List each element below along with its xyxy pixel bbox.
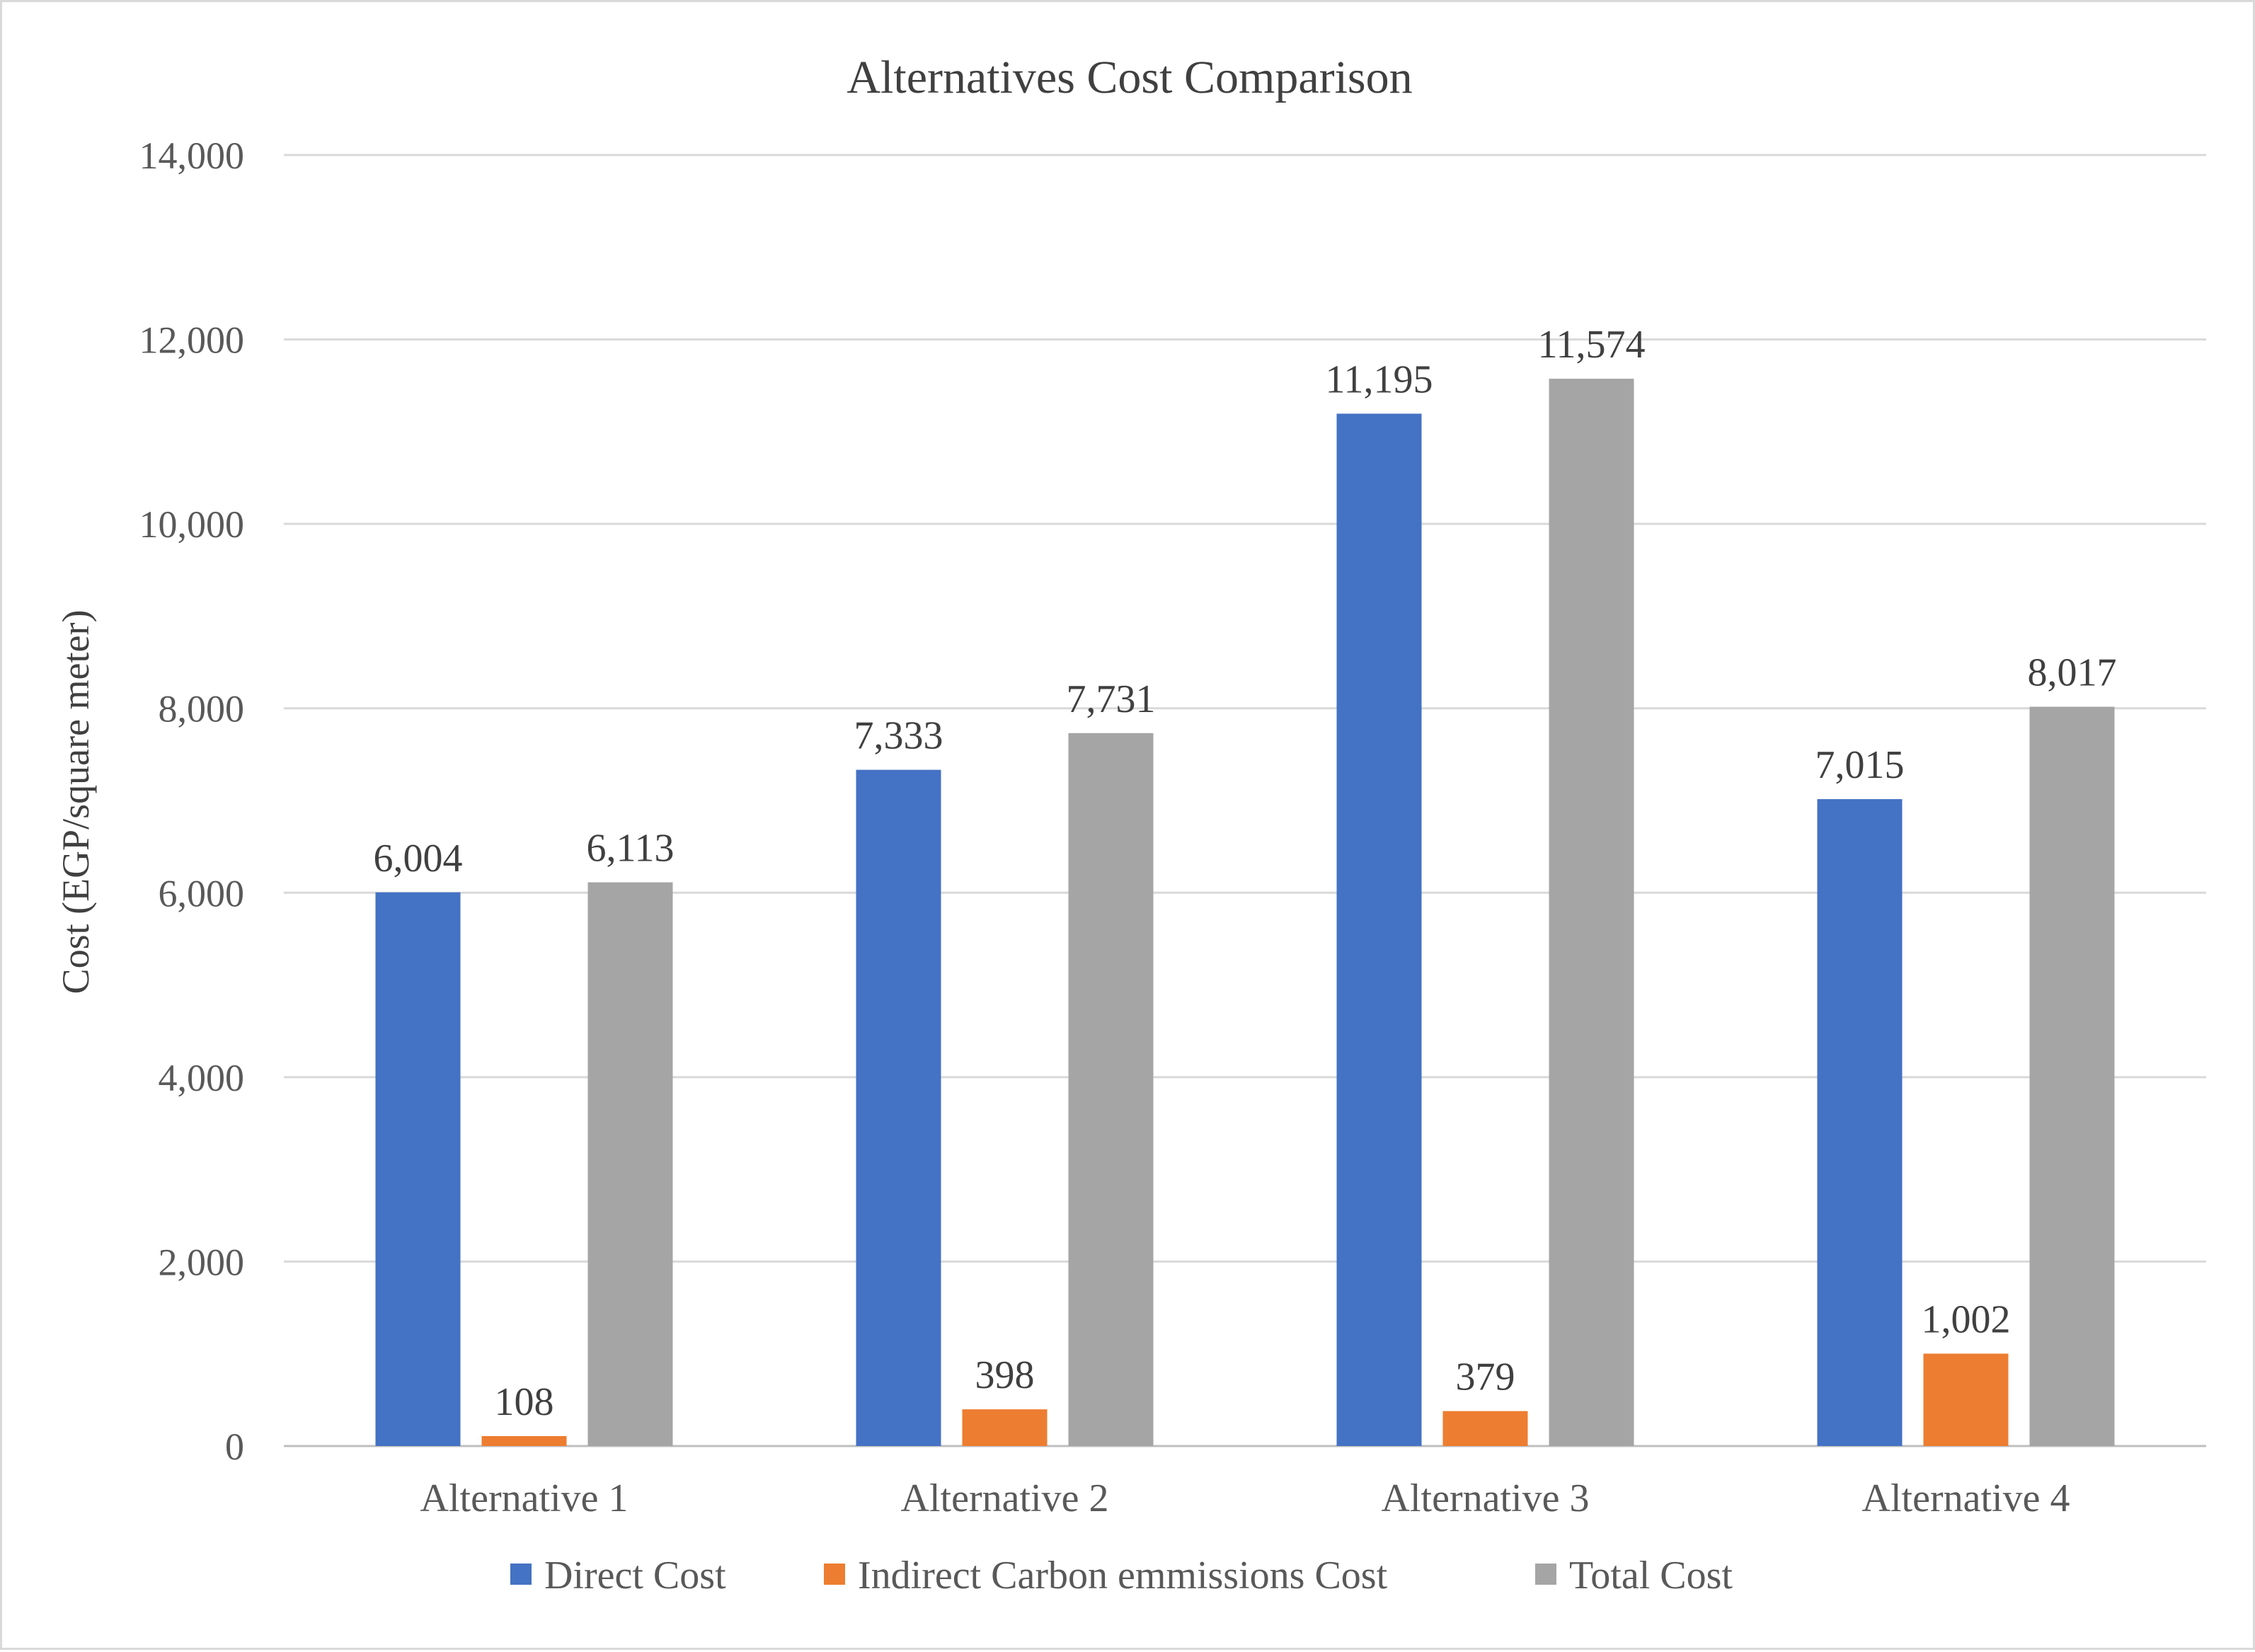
bar-indirect-carbon-cost-alt-3 [1442,1411,1528,1446]
x-axis-ticks: Alternative 1 Alternative 2 Alternative 3 A… [420,1476,2070,1520]
y-tick-label: 8,000 [159,688,245,730]
bars [375,379,2115,1446]
bar-total-cost-alt-4 [2029,706,2115,1446]
y-tick-label: 2,000 [159,1241,245,1283]
legend-label: Indirect Carbon emmissions Cost [858,1554,1388,1597]
legend-label: Direct Cost [544,1554,726,1597]
data-label: 11,195 [1326,357,1433,401]
bar-indirect-carbon-cost-alt-4 [1923,1353,2009,1446]
x-tick-label: Alternative 2 [901,1476,1109,1520]
bar-direct-cost-alt-3 [1336,413,1422,1446]
gridlines [284,154,2206,1447]
data-label: 7,015 [1815,743,1905,787]
x-tick-label: Alternative 3 [1382,1476,1590,1520]
legend-swatch [1535,1564,1556,1585]
bar-indirect-carbon-cost-alt-1 [481,1435,567,1446]
y-tick-label: 4,000 [159,1057,245,1099]
bar-direct-cost-alt-4 [1817,799,1903,1446]
bar-total-cost-alt-1 [587,882,673,1446]
data-labels: 6,004 108 6,113 7,333 398 7,731 11,195 379 11,57… [374,323,2117,1424]
data-label: 1,002 [1922,1297,2011,1341]
legend-swatch [824,1564,845,1585]
bar-direct-cost-alt-1 [375,892,461,1446]
data-label: 108 [495,1380,554,1424]
data-label: 379 [1456,1355,1515,1399]
chart-title: Alternatives Cost Comparison [847,52,1412,103]
y-tick-label: 0 [225,1426,244,1468]
data-label: 398 [975,1353,1035,1397]
bar-total-cost-alt-3 [1549,379,1634,1446]
y-tick-label: 6,000 [159,872,245,914]
legend: Direct Cost Indirect Carbon emmissions Co… [510,1554,1733,1597]
x-tick-label: Alternative 4 [1862,1476,2070,1520]
y-tick-label: 14,000 [139,134,245,177]
data-label: 7,333 [854,714,943,758]
bar-total-cost-alt-2 [1068,733,1154,1446]
bar-indirect-carbon-cost-alt-2 [962,1409,1048,1446]
bar-direct-cost-alt-2 [856,769,941,1446]
data-label: 6,113 [587,827,675,871]
legend-swatch [510,1564,532,1585]
y-axis-ticks: 0 2,000 4,000 6,000 8,000 10,000 12,000 14,000 [139,134,245,1468]
y-tick-label: 10,000 [139,503,245,546]
y-tick-label: 12,000 [139,319,245,362]
data-label: 11,574 [1538,323,1646,367]
data-label: 8,017 [2028,650,2117,694]
x-tick-label: Alternative 1 [420,1476,629,1520]
data-label: 6,004 [374,837,463,881]
y-axis-label: Cost (EGP/square meter) [54,610,97,994]
legend-label: Total Cost [1569,1554,1733,1597]
data-label: 7,731 [1067,677,1156,721]
